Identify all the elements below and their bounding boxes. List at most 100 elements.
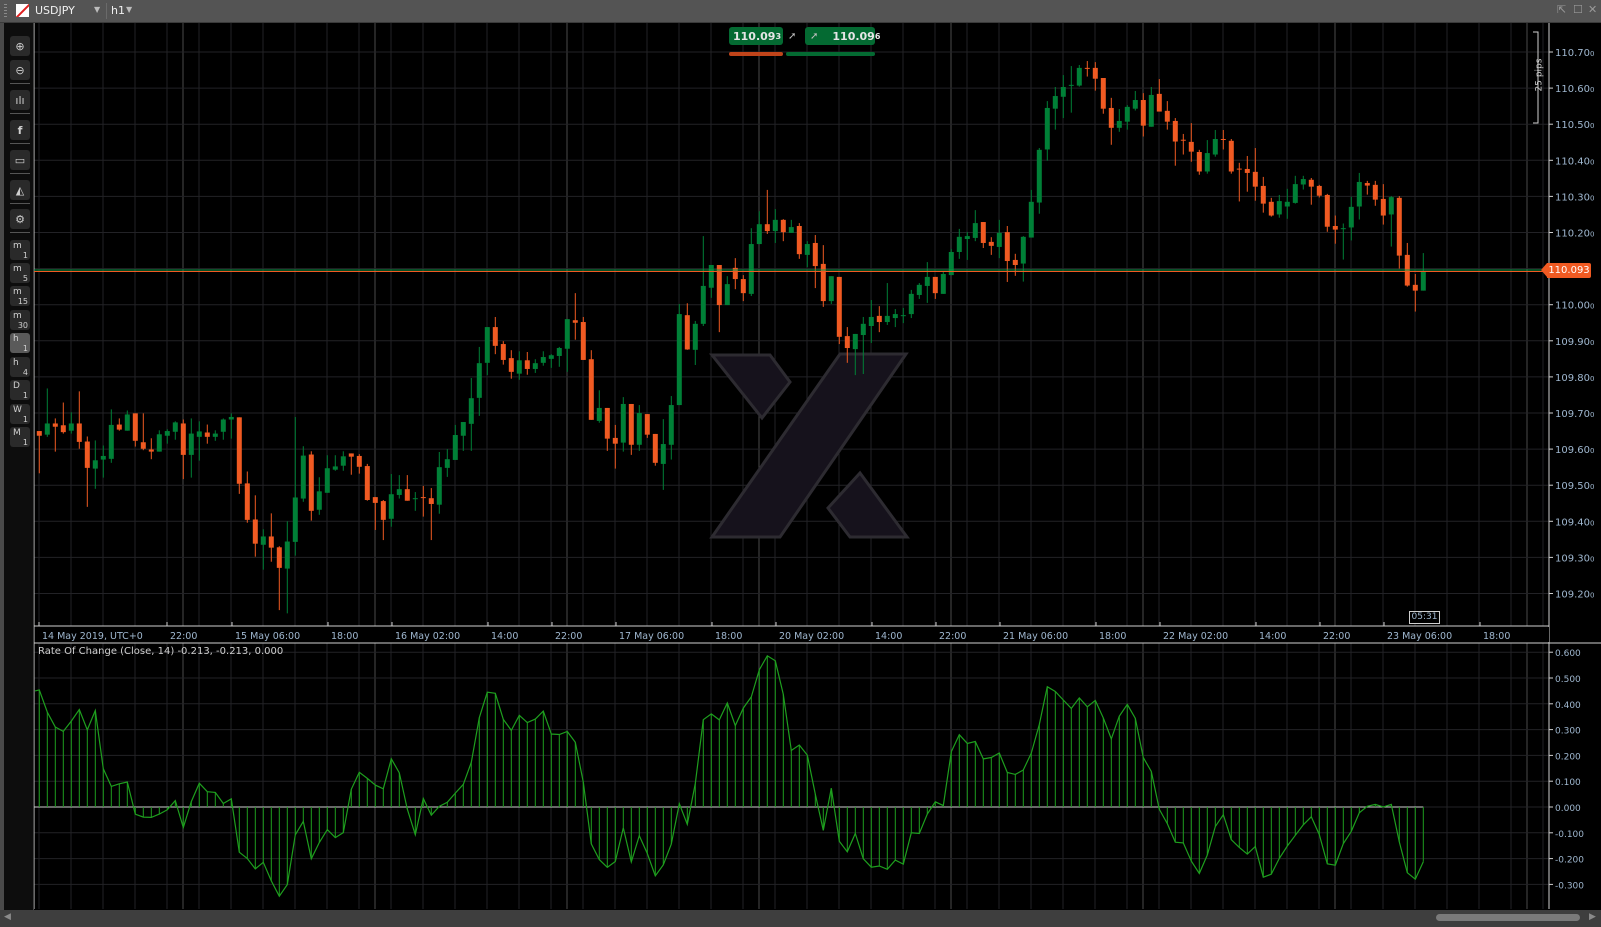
- candle: [364, 463, 370, 501]
- price-axis-label: 109.900: [1555, 337, 1594, 348]
- candle-body: [1132, 100, 1138, 109]
- chevron-down-icon[interactable]: ▼: [126, 5, 133, 14]
- candle-body: [908, 293, 914, 315]
- zoom-in-button[interactable]: ⊕: [10, 36, 30, 56]
- candle-body: [228, 416, 234, 420]
- chart-settings-button[interactable]: ⚙: [10, 209, 30, 229]
- drag-handle[interactable]: [4, 4, 7, 18]
- time-axis-label: 22:00: [170, 631, 197, 642]
- candle: [492, 316, 498, 355]
- buy-button[interactable]: ➚ 110.09 6: [805, 27, 880, 45]
- candle: [108, 409, 114, 463]
- candle: [316, 477, 322, 515]
- candle-body: [260, 536, 266, 545]
- close-icon[interactable]: ✕: [1588, 3, 1598, 16]
- candle: [788, 219, 794, 233]
- candle: [92, 440, 98, 489]
- price-axis-label: 109.400: [1555, 517, 1594, 528]
- candle-body: [252, 519, 258, 544]
- candle-body: [324, 468, 330, 493]
- candle: [1052, 87, 1058, 130]
- candle: [876, 306, 882, 333]
- candle-body: [476, 363, 482, 398]
- candle: [748, 228, 754, 297]
- candle-body: [1092, 67, 1098, 79]
- time-axis-label: 16 May 02:00: [395, 631, 460, 642]
- symbol-flag-icon: [16, 4, 29, 17]
- candle-body: [1236, 168, 1242, 170]
- scroll-right-icon[interactable]: ▶: [1589, 912, 1596, 922]
- candle: [396, 475, 402, 499]
- candle-body: [1220, 139, 1226, 141]
- zoom-out-button[interactable]: ⊖: [10, 60, 30, 80]
- candle: [572, 293, 578, 340]
- time-axis-label: 15 May 06:00: [235, 631, 300, 642]
- candle-body: [196, 431, 202, 437]
- scrollbar-thumb[interactable]: [1436, 914, 1580, 921]
- candle-body: [76, 423, 82, 442]
- candle-body: [236, 417, 242, 484]
- symbol-selector[interactable]: USDJPY: [35, 4, 75, 17]
- candle-body: [36, 431, 42, 436]
- candle-body: [972, 223, 978, 238]
- candle: [724, 276, 730, 306]
- candle-body: [748, 244, 754, 294]
- scroll-left-icon[interactable]: ◀: [4, 912, 11, 922]
- candle-body: [444, 459, 450, 468]
- candle-body: [1292, 184, 1298, 203]
- horizontal-scrollbar[interactable]: ◀ ▶: [0, 910, 1601, 927]
- maximize-icon[interactable]: ☐: [1573, 3, 1583, 16]
- candle-body: [892, 314, 898, 319]
- candle-body: [772, 219, 778, 232]
- candle: [908, 289, 914, 319]
- candle-body: [100, 455, 106, 460]
- drawing-tools-button[interactable]: ◭: [10, 180, 30, 200]
- candle: [1092, 62, 1098, 91]
- divider: [106, 3, 107, 19]
- candle-body: [732, 267, 738, 280]
- candle-body: [108, 424, 114, 459]
- candle: [628, 403, 634, 455]
- buy-price: 110.09: [832, 29, 875, 43]
- sell-button[interactable]: 110.09 3 ➚: [729, 27, 796, 45]
- candle: [732, 258, 738, 290]
- chart-type-button[interactable]: ılı: [10, 90, 30, 110]
- candle-body: [428, 498, 434, 504]
- candle: [1060, 75, 1066, 119]
- share-button[interactable]: f: [10, 120, 30, 140]
- timeframe-selector[interactable]: h1: [111, 4, 125, 17]
- candle-body: [756, 224, 762, 245]
- chevron-down-icon[interactable]: ▼: [94, 5, 101, 14]
- candle: [828, 276, 834, 304]
- candle: [540, 351, 546, 366]
- zoom-out-icon: ⊖: [15, 63, 25, 77]
- candle: [1132, 90, 1138, 111]
- candle: [900, 307, 906, 324]
- timeframe-m30-button[interactable]: m 30: [10, 310, 30, 330]
- candle-body: [308, 454, 314, 511]
- candle: [612, 424, 618, 469]
- candle: [620, 397, 626, 452]
- candle: [892, 309, 898, 328]
- indicator-axis-label: 0.500: [1555, 675, 1581, 685]
- candle-body: [436, 467, 442, 505]
- timeframe-unit: h: [13, 334, 19, 344]
- indicator-axis-label: 0.600: [1555, 649, 1581, 659]
- automate-button[interactable]: ▭: [10, 150, 30, 170]
- candle-body: [588, 359, 594, 420]
- candle-body: [660, 444, 666, 464]
- candle: [388, 474, 394, 527]
- price-axis-label: 109.200: [1555, 590, 1594, 601]
- timeframe-m15-button[interactable]: m 15: [10, 286, 30, 306]
- detach-icon[interactable]: ⇱: [1557, 3, 1567, 16]
- candle: [468, 377, 474, 451]
- candle-body: [284, 541, 290, 569]
